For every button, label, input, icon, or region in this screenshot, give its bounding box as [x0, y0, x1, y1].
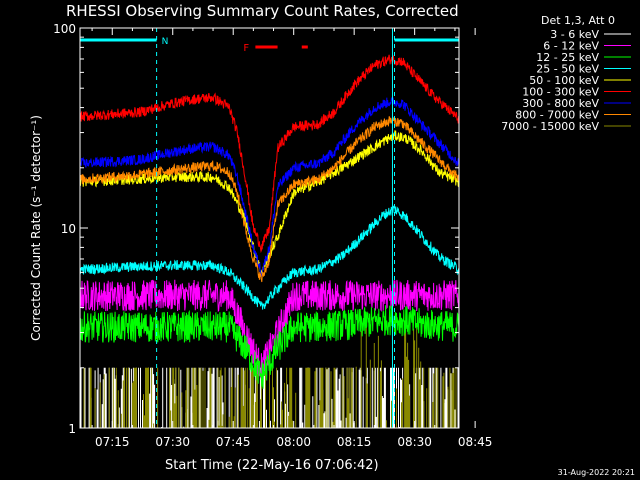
- x-tick-label-1: 07:30: [155, 435, 190, 449]
- chart-title: RHESSI Observing Summary Count Rates, Co…: [66, 2, 459, 20]
- x-tick-label-0: 07:15: [95, 435, 130, 449]
- series-line-5: [79, 54, 460, 254]
- series-line-8: [83, 327, 460, 428]
- series-8: [83, 327, 460, 428]
- series-3: [79, 205, 460, 310]
- legend-label-3: 25 - 50 keV: [536, 63, 599, 76]
- legend-label-2: 12 - 25 keV: [536, 51, 599, 64]
- legend-label-5: 100 - 300 keV: [522, 86, 599, 99]
- legend-label-4: 50 - 100 keV: [529, 74, 599, 87]
- series-5: [79, 54, 460, 254]
- annotation-f: F: [243, 43, 249, 54]
- axis-layer: 07:15 07:30 07:45 08:00 08:15 08:30 08:45 1 10 10…: [53, 22, 492, 449]
- legend-label-6: 300 - 800 keV: [522, 97, 599, 110]
- series-line-3: [79, 205, 460, 310]
- annotation-n: N: [162, 37, 169, 47]
- y-axis-label: Corrected Count Rate (s⁻¹ detector⁻¹): [29, 115, 43, 341]
- series-line-2: [79, 305, 460, 389]
- series-line-4: [79, 130, 460, 275]
- legend-label-8: 7000 - 15000 keV: [501, 120, 599, 133]
- legend-label-7: 800 - 7000 keV: [515, 109, 599, 122]
- x-tick-label-6: 08:45: [458, 435, 493, 449]
- series-4: [79, 130, 460, 275]
- x-tick-label-2: 07:45: [216, 435, 251, 449]
- series-layer: [79, 54, 460, 428]
- series-line-7: [79, 116, 460, 283]
- legend-label-1: 6 - 12 keV: [543, 40, 599, 53]
- legend-title: Det 1,3, Att 0: [541, 14, 615, 27]
- legend-label-0: 3 - 6 keV: [550, 28, 599, 41]
- x-tick-label-3: 08:00: [276, 435, 311, 449]
- series-line-6: [79, 96, 460, 278]
- x-tick-label-4: 08:15: [337, 435, 372, 449]
- series-2: [79, 305, 460, 389]
- footer-date: 31-Aug-2022 20:21: [558, 468, 635, 477]
- x-axis-label: Start Time (22-May-16 07:06:42): [165, 458, 379, 473]
- y-tick-label-2: 100: [53, 22, 76, 36]
- series-7: [79, 116, 460, 283]
- y-tick-label-1: 10: [61, 222, 76, 236]
- x-tick-label-5: 08:30: [397, 435, 432, 449]
- y-tick-label-0: 1: [68, 422, 76, 436]
- series-6: [79, 96, 460, 278]
